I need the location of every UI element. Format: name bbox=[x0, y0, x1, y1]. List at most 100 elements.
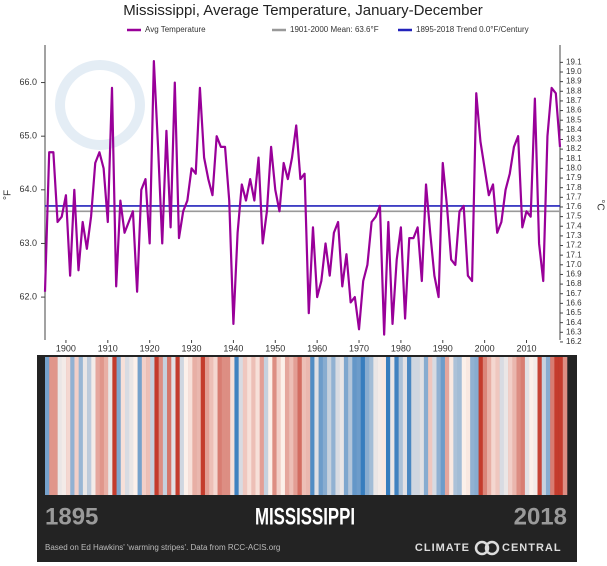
warming-stripe bbox=[175, 357, 181, 495]
x-tick-label: 1950 bbox=[265, 343, 285, 353]
warming-stripe bbox=[487, 357, 492, 495]
x-tick-label: 1920 bbox=[140, 343, 160, 353]
warming-stripe bbox=[133, 357, 138, 495]
warming-stripe bbox=[226, 357, 231, 495]
warming-stripe bbox=[57, 357, 63, 495]
y2-tick-label: 17.6 bbox=[566, 202, 582, 211]
y2-tick-label: 16.7 bbox=[566, 289, 582, 298]
warming-stripe bbox=[436, 357, 442, 495]
warming-stripe bbox=[364, 357, 370, 495]
y2-tick-label: 17.1 bbox=[566, 250, 582, 259]
warming-stripe bbox=[508, 357, 513, 495]
warming-stripe bbox=[154, 357, 159, 495]
y2-tick-label: 16.4 bbox=[566, 318, 582, 327]
warming-stripe bbox=[162, 357, 168, 495]
warming-stripe bbox=[335, 357, 340, 495]
y2-tick-label: 18.7 bbox=[566, 96, 582, 105]
warming-stripe bbox=[141, 357, 147, 495]
warming-stripe bbox=[242, 357, 248, 495]
warming-stripe bbox=[482, 357, 488, 495]
warming-stripe bbox=[529, 357, 534, 495]
x-tick-label: 1990 bbox=[433, 343, 453, 353]
warming-stripe bbox=[196, 357, 202, 495]
warming-stripe bbox=[217, 357, 223, 495]
warming-stripe bbox=[461, 357, 467, 495]
y2-tick-label: 19.1 bbox=[566, 57, 582, 66]
warming-stripe bbox=[268, 357, 273, 495]
warming-stripe bbox=[306, 357, 311, 495]
y2-tick-label: 18.6 bbox=[566, 106, 582, 115]
brand-logo bbox=[474, 540, 500, 556]
warming-stripe bbox=[272, 357, 277, 495]
legend-label: 1895-2018 Trend 0.0°F/Century bbox=[416, 25, 529, 34]
x-tick-label: 2010 bbox=[516, 343, 536, 353]
warming-stripe bbox=[158, 357, 164, 495]
chart-title: Mississippi, Average Temperature, Januar… bbox=[123, 2, 483, 19]
warming-stripe bbox=[78, 357, 84, 495]
stripes-footer: Based on Ed Hawkins' 'warming stripes'. … bbox=[45, 543, 280, 552]
warming-stripe bbox=[402, 357, 408, 495]
noaa-watermark bbox=[55, 60, 145, 150]
warming-stripe bbox=[171, 357, 176, 495]
warming-stripe bbox=[263, 357, 269, 495]
warming-stripe bbox=[61, 357, 67, 495]
warming-stripe bbox=[301, 357, 307, 495]
y-tick-label: 62.0 bbox=[19, 291, 37, 301]
warming-stripe bbox=[385, 357, 391, 495]
y2-tick-label: 16.6 bbox=[566, 298, 582, 307]
warming-stripe bbox=[284, 357, 290, 495]
warming-stripe bbox=[331, 357, 336, 495]
warming-stripe bbox=[541, 357, 547, 495]
warming-stripe bbox=[45, 357, 50, 495]
warming-stripe bbox=[293, 357, 298, 495]
warming-stripe bbox=[407, 357, 412, 495]
warming-stripe bbox=[428, 357, 433, 495]
warming-stripe bbox=[453, 357, 458, 495]
x-tick-label: 1930 bbox=[182, 343, 202, 353]
y-tick-label: 66.0 bbox=[19, 77, 37, 87]
y2-tick-label: 17.2 bbox=[566, 241, 582, 250]
y2-tick-label: 16.8 bbox=[566, 279, 582, 288]
y2-tick-label: 17.3 bbox=[566, 231, 582, 240]
warming-stripe bbox=[537, 357, 543, 495]
y2-tick-label: 17.9 bbox=[566, 173, 582, 182]
x-tick-label: 1940 bbox=[223, 343, 243, 353]
warming-stripe bbox=[415, 357, 420, 495]
x-tick-label: 1970 bbox=[349, 343, 369, 353]
warming-stripe bbox=[99, 357, 105, 495]
y2-tick-label: 18.5 bbox=[566, 115, 582, 124]
data-line bbox=[43, 59, 562, 336]
y2-tick-label: 16.9 bbox=[566, 270, 582, 279]
warming-stripe bbox=[558, 357, 564, 495]
x-tick-label: 1900 bbox=[56, 343, 76, 353]
legend-label: Avg Temperature bbox=[145, 25, 206, 34]
warming-stripe bbox=[394, 357, 399, 495]
stripes-start-label: 1895 bbox=[45, 503, 98, 530]
warming-stripe bbox=[91, 357, 96, 495]
warming-stripe bbox=[465, 357, 471, 495]
warming-stripe bbox=[562, 357, 568, 495]
warming-stripe bbox=[470, 357, 475, 495]
warming-stripe bbox=[289, 357, 294, 495]
y-tick-label: 64.0 bbox=[19, 184, 37, 194]
warming-stripe bbox=[322, 357, 328, 495]
x-tick-label: 2000 bbox=[475, 343, 495, 353]
warming-stripe bbox=[339, 357, 345, 495]
warming-stripe bbox=[116, 357, 122, 495]
warming-stripe bbox=[255, 357, 260, 495]
warming-stripe bbox=[352, 357, 357, 495]
warming-stripe bbox=[188, 357, 193, 495]
y2-tick-label: 16.2 bbox=[566, 337, 582, 346]
warming-stripe bbox=[183, 357, 189, 495]
warming-stripe bbox=[419, 357, 425, 495]
y2-tick-label: 18.9 bbox=[566, 77, 582, 86]
warming-stripe bbox=[495, 357, 500, 495]
warming-stripe bbox=[280, 357, 286, 495]
warming-stripe bbox=[259, 357, 265, 495]
warming-stripe bbox=[103, 357, 109, 495]
y2-tick-label: 17.5 bbox=[566, 212, 582, 221]
warming-stripe bbox=[221, 357, 227, 495]
warming-stripe bbox=[360, 357, 366, 495]
x-tick-label: 1960 bbox=[307, 343, 327, 353]
